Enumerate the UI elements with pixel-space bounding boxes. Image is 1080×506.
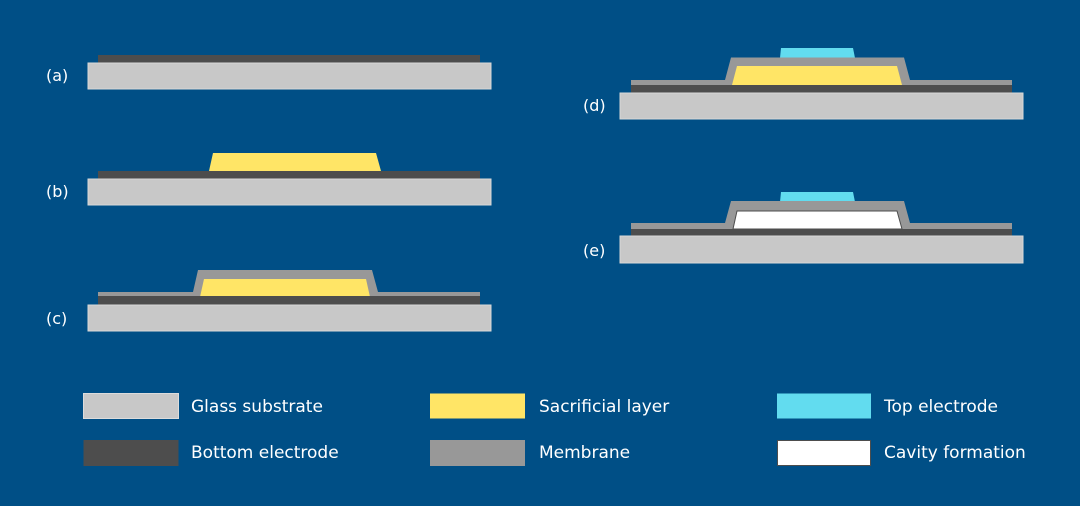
step-b: (b) (46, 153, 492, 206)
legend-label: Sacrificial layer (539, 397, 669, 417)
legend-item-sacrificial-layer: Sacrificial layer (430, 393, 669, 419)
legend-swatch (83, 393, 179, 419)
bottom-electrode (631, 229, 1012, 236)
sacrificial-layer (200, 279, 370, 297)
legend-label: Cavity formation (884, 443, 1026, 463)
step-e: (e) (583, 192, 1024, 264)
step-d: (d) (583, 48, 1024, 120)
glass-substrate (619, 235, 1024, 264)
legend: Glass substrate Bottom electrode Sacrifi… (83, 393, 1026, 466)
legend-swatch (777, 393, 871, 419)
bottom-electrode (98, 55, 480, 63)
glass-substrate (87, 62, 492, 90)
legend-swatch (83, 440, 179, 466)
legend-item-membrane: Membrane (430, 440, 630, 466)
bottom-electrode (98, 171, 480, 179)
legend-swatch (430, 393, 525, 419)
glass-substrate (87, 304, 492, 332)
legend-label: Top electrode (883, 397, 998, 417)
legend-label: Bottom electrode (191, 443, 339, 463)
step-c: (c) (46, 270, 492, 332)
step-label: (d) (583, 96, 606, 115)
step-label: (b) (46, 182, 69, 201)
top-electrode (780, 192, 855, 202)
legend-item-glass-substrate: Glass substrate (83, 393, 323, 419)
top-electrode (780, 48, 855, 58)
legend-label: Glass substrate (191, 397, 323, 417)
step-a: (a) (46, 55, 492, 90)
legend-label: Membrane (539, 443, 630, 463)
sacrificial-layer (209, 153, 381, 171)
step-label: (a) (46, 66, 68, 85)
step-label: (e) (583, 241, 605, 260)
legend-swatch (777, 440, 871, 466)
legend-item-top-electrode: Top electrode (777, 393, 998, 419)
bottom-electrode (98, 296, 480, 305)
legend-swatch (430, 440, 525, 466)
cavity (732, 210, 903, 230)
bottom-electrode (631, 85, 1012, 93)
legend-item-bottom-electrode: Bottom electrode (83, 440, 339, 466)
sacrificial-layer (732, 66, 902, 85)
glass-substrate (619, 92, 1024, 120)
glass-substrate (87, 178, 492, 206)
step-label: (c) (46, 309, 67, 328)
legend-item-cavity-formation: Cavity formation (777, 440, 1026, 466)
